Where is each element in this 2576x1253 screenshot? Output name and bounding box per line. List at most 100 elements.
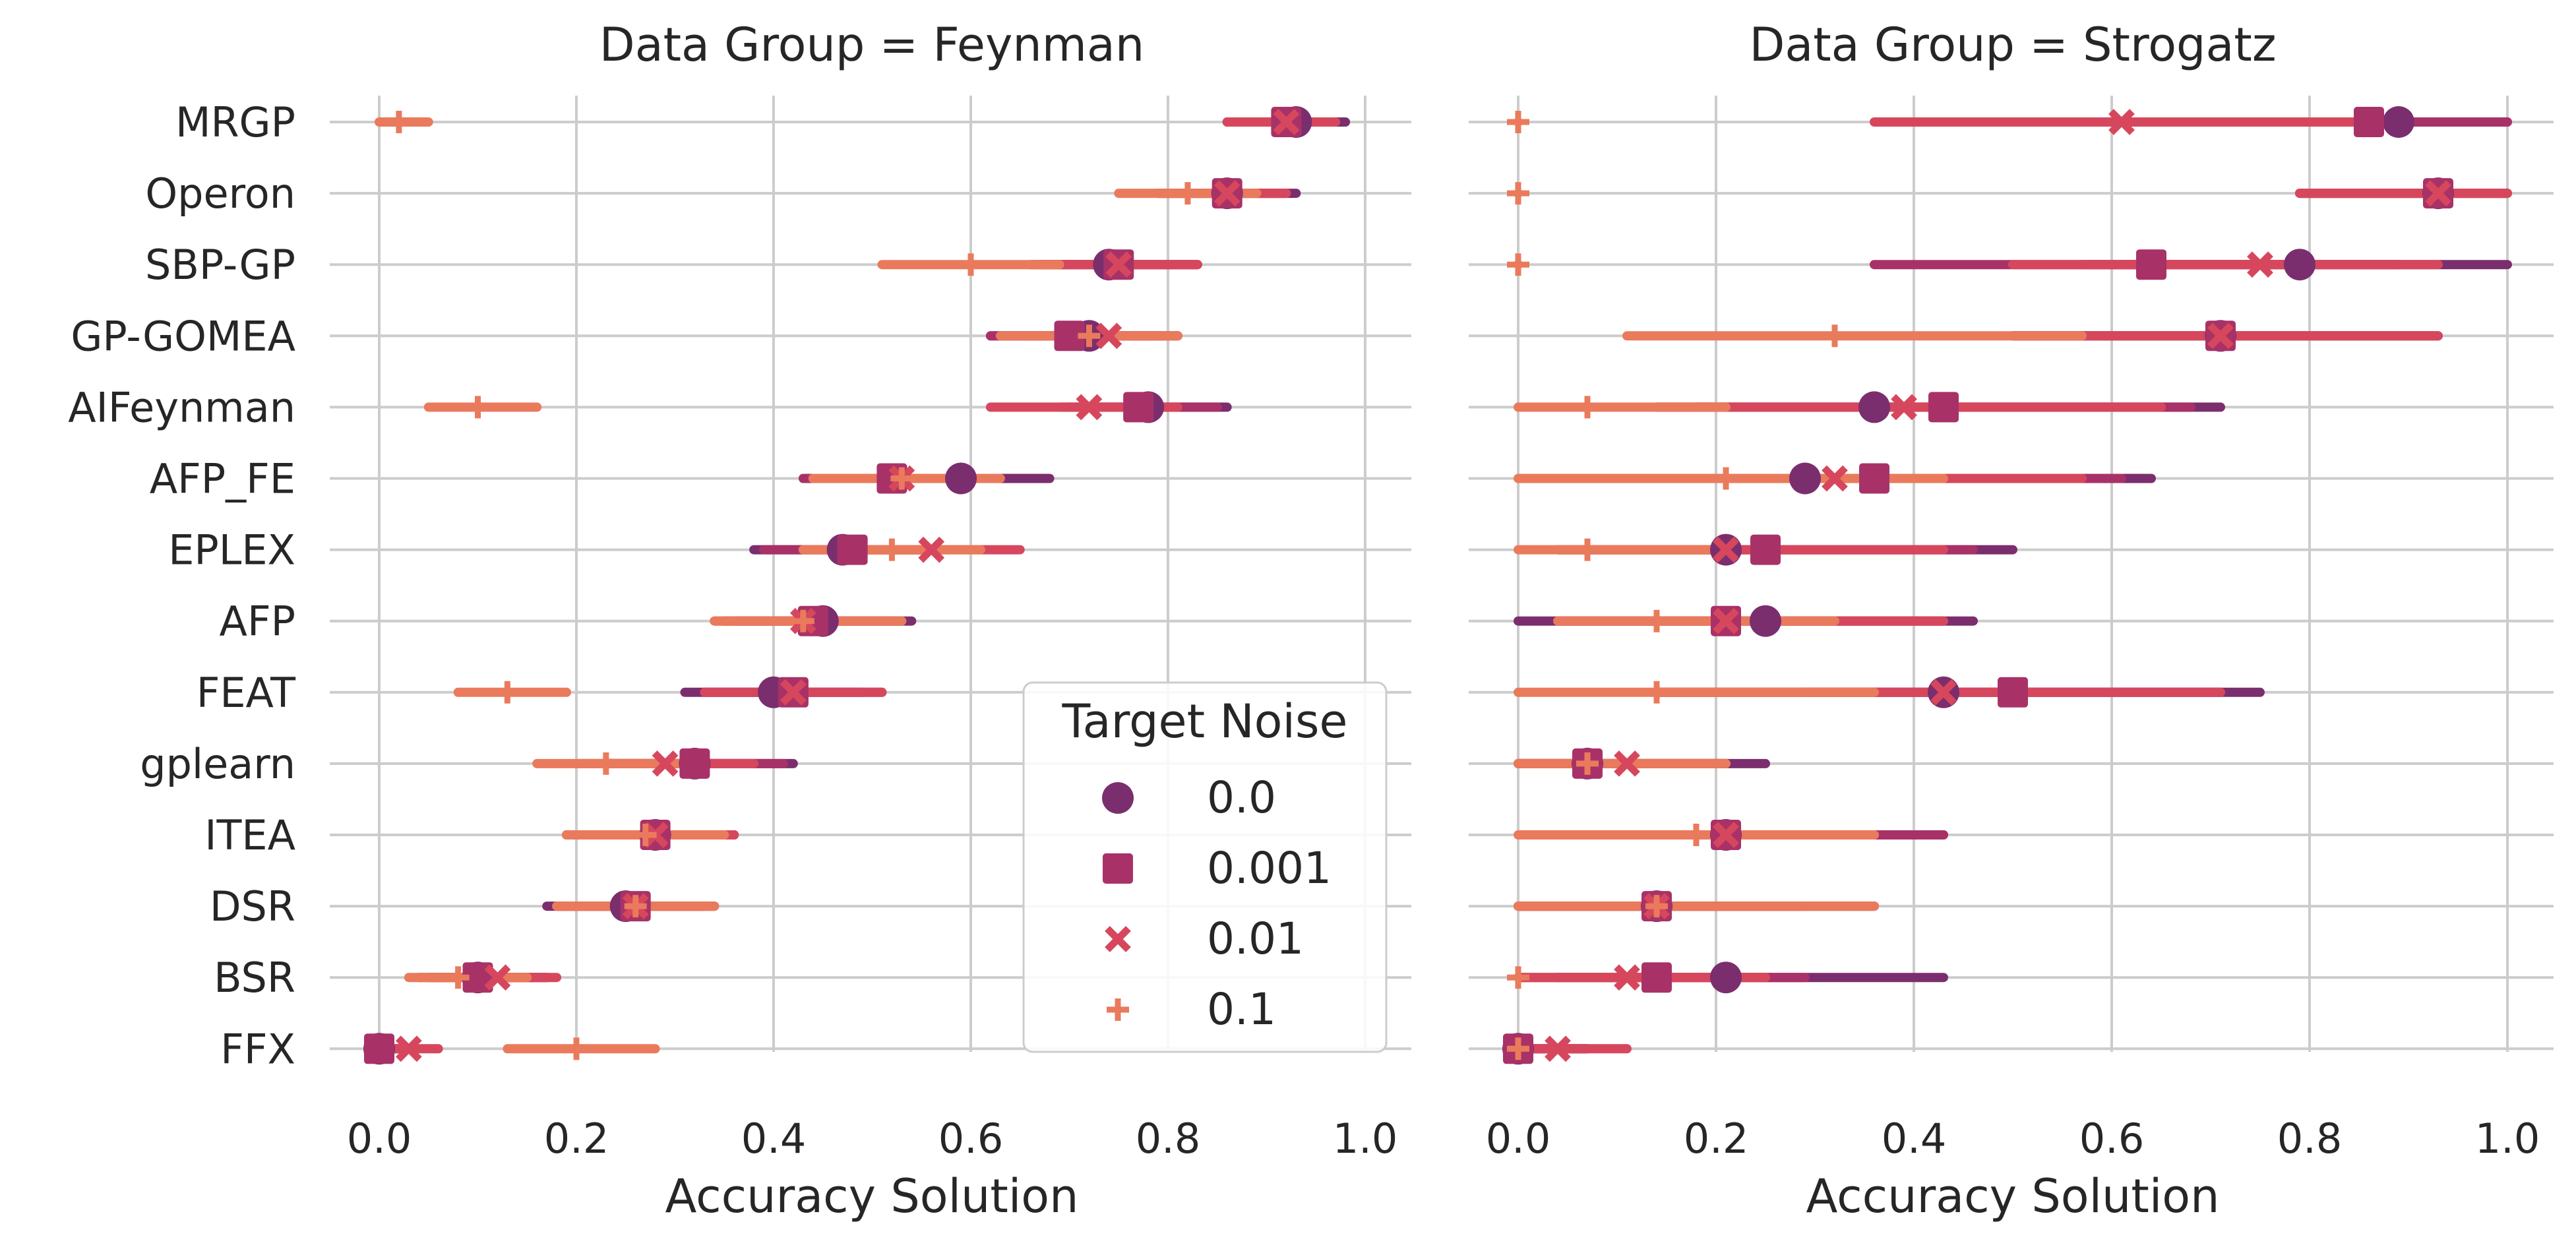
legend-marker-noise-0-01 bbox=[1105, 926, 1131, 952]
y-tick-label: SBP-GP bbox=[145, 241, 295, 289]
y-tick-label: FEAT bbox=[197, 669, 296, 717]
point-sbp-gp-noise-0-1 bbox=[1507, 253, 1529, 276]
point-eplex-noise-0-001 bbox=[837, 534, 868, 565]
point-aifeynman-noise-0-0 bbox=[1858, 391, 1890, 423]
point-aifeynman-noise-0-001 bbox=[1123, 392, 1154, 423]
point-ffx-noise-0-1 bbox=[1507, 1037, 1529, 1060]
point-sbp-gp-noise-0-001 bbox=[2136, 249, 2166, 280]
panel-feynman-markers bbox=[363, 106, 1312, 1065]
x-tick-label: 0.8 bbox=[2277, 1115, 2343, 1163]
point-gplearn-noise-0-01 bbox=[652, 750, 679, 777]
legend-title: Target Noise bbox=[1062, 694, 1348, 749]
y-tick-label: MRGP bbox=[175, 98, 295, 146]
point-feat-noise-0-01 bbox=[1930, 679, 1957, 706]
point-gp-gomea-noise-0-01 bbox=[1095, 322, 1122, 350]
point-gplearn-noise-0-1 bbox=[1576, 752, 1599, 775]
legend: Target Noise 0.0 0.001 0.01 0.1 bbox=[1022, 681, 1388, 1053]
point-ffx-noise-0-01 bbox=[1545, 1035, 1571, 1062]
point-afp-fe-noise-0-0 bbox=[945, 462, 977, 495]
x-tick-label: 0.4 bbox=[741, 1115, 807, 1163]
point-mrgp-noise-0-0 bbox=[2383, 106, 2414, 138]
point-eplex-noise-0-01 bbox=[918, 536, 945, 563]
point-eplex-noise-0-01 bbox=[1713, 536, 1739, 563]
y-tick-label: AFP_FE bbox=[150, 455, 295, 503]
x-tick-label: 0.4 bbox=[1882, 1115, 1947, 1163]
x-tick-label: 0.6 bbox=[938, 1115, 1004, 1163]
point-itea-noise-0-1 bbox=[634, 824, 657, 846]
panel-strogatz: 0.0 0.2 0.4 0.6 0.8 1.0 Data Group = Strogatz… bbox=[1469, 18, 2554, 1223]
legend-label-noise-0-01: 0.01 bbox=[1207, 913, 1304, 964]
point-operon-noise-0-1 bbox=[1176, 182, 1199, 205]
point-eplex-noise-0-001 bbox=[1750, 534, 1781, 565]
panel-strogatz-markers bbox=[1502, 106, 2454, 1065]
legend-marker-noise-0-0 bbox=[1102, 782, 1134, 814]
point-gplearn-noise-0-01 bbox=[1614, 750, 1640, 777]
x-tick-label: 0.2 bbox=[1684, 1115, 1749, 1163]
legend-label-noise-0-001: 0.001 bbox=[1207, 843, 1332, 894]
point-gp-gomea-noise-0-001 bbox=[1054, 321, 1085, 351]
point-mrgp-noise-0-001 bbox=[2354, 107, 2384, 137]
panel-strogatz-title: Data Group = Strogatz bbox=[1749, 18, 2276, 72]
point-feat-noise-0-01 bbox=[780, 679, 807, 706]
point-ffx-noise-0-01 bbox=[395, 1035, 422, 1062]
point-bsr-noise-0-01 bbox=[1614, 964, 1640, 991]
point-operon-noise-0-01 bbox=[2425, 180, 2451, 206]
point-gp-gomea-noise-0-1 bbox=[1078, 324, 1101, 348]
x-tick-label: 0.2 bbox=[544, 1115, 609, 1163]
point-afp-fe-noise-0-01 bbox=[1822, 465, 1848, 492]
point-sbp-gp-noise-0-01 bbox=[2247, 251, 2273, 278]
legend-marker-noise-0-001 bbox=[1103, 853, 1133, 884]
legend-frame bbox=[1022, 681, 1388, 1053]
point-gplearn-noise-0-1 bbox=[594, 752, 617, 775]
y-tick-label: AFP bbox=[220, 597, 295, 646]
point-eplex-noise-0-1 bbox=[880, 538, 904, 561]
point-ffx-noise-0-001 bbox=[364, 1033, 394, 1064]
point-sbp-gp-noise-0-01 bbox=[1105, 251, 1132, 278]
point-afp-noise-0-01 bbox=[1713, 607, 1739, 634]
point-bsr-noise-0-001 bbox=[1641, 962, 1672, 993]
point-feat-noise-0-1 bbox=[1645, 681, 1668, 704]
y-tick-label: GP-GOMEA bbox=[71, 312, 295, 360]
panel-strogatz-x-axis-label: Accuracy Solution bbox=[1806, 1169, 2220, 1223]
point-afp-fe-noise-0-0 bbox=[1789, 462, 1821, 495]
y-tick-label: Operon bbox=[145, 169, 295, 218]
point-aifeynman-noise-0-001 bbox=[1928, 392, 1959, 423]
point-afp-noise-0-0 bbox=[1750, 605, 1781, 637]
point-bsr-noise-0-01 bbox=[484, 964, 511, 991]
panel-feynman-title: Data Group = Feynman bbox=[599, 18, 1144, 72]
y-tick-label: AIFeynman bbox=[68, 383, 295, 431]
point-aifeynman-noise-0-1 bbox=[1576, 396, 1599, 419]
panel-feynman-y-tick-labels: MRGP Operon SBP-GP GP-GOMEA AIFeynman AFP_FE E… bbox=[68, 98, 296, 1073]
y-tick-label: EPLEX bbox=[168, 526, 295, 574]
point-afp-fe-noise-0-1 bbox=[1715, 467, 1737, 490]
point-sbp-gp-noise-0-1 bbox=[960, 253, 982, 276]
legend-marker-noise-0-1 bbox=[1107, 998, 1129, 1021]
y-tick-label: BSR bbox=[214, 954, 295, 1002]
legend-items: 0.0 0.001 0.01 0.1 bbox=[1102, 772, 1332, 1035]
point-gplearn-noise-0-001 bbox=[679, 748, 710, 779]
y-tick-label: ITEA bbox=[204, 811, 295, 859]
panel-feynman-x-tick-labels: 0.0 0.2 0.4 0.6 0.8 1.0 bbox=[347, 1115, 1398, 1163]
panel-strogatz-x-tick-labels: 0.0 0.2 0.4 0.6 0.8 1.0 bbox=[1486, 1115, 2540, 1163]
point-aifeynman-noise-0-01 bbox=[1891, 394, 1917, 421]
point-aifeynman-noise-0-1 bbox=[466, 396, 489, 419]
legend-label-noise-0-0: 0.0 bbox=[1207, 772, 1276, 823]
x-tick-label: 0.0 bbox=[347, 1115, 412, 1163]
y-tick-label: FFX bbox=[220, 1025, 295, 1073]
point-itea-noise-0-1 bbox=[1685, 824, 1707, 846]
point-bsr-noise-0-1 bbox=[446, 966, 470, 989]
point-mrgp-noise-0-1 bbox=[387, 111, 410, 133]
point-gp-gomea-noise-0-1 bbox=[1824, 324, 1846, 348]
x-tick-label: 0.8 bbox=[1136, 1115, 1201, 1163]
point-sbp-gp-noise-0-0 bbox=[2284, 249, 2315, 281]
point-operon-noise-0-1 bbox=[1507, 182, 1529, 205]
point-mrgp-noise-0-01 bbox=[1273, 109, 1300, 135]
legend-label-noise-0-1: 0.1 bbox=[1207, 984, 1276, 1035]
y-tick-label: DSR bbox=[210, 882, 295, 931]
point-operon-noise-0-01 bbox=[1213, 180, 1241, 206]
point-itea-noise-0-01 bbox=[1713, 822, 1739, 848]
panel-feynman: MRGP Operon SBP-GP GP-GOMEA AIFeynman AFP_FE E… bbox=[68, 18, 1411, 1223]
x-tick-label: 1.0 bbox=[2475, 1115, 2540, 1163]
point-bsr-noise-0-0 bbox=[1710, 962, 1742, 994]
